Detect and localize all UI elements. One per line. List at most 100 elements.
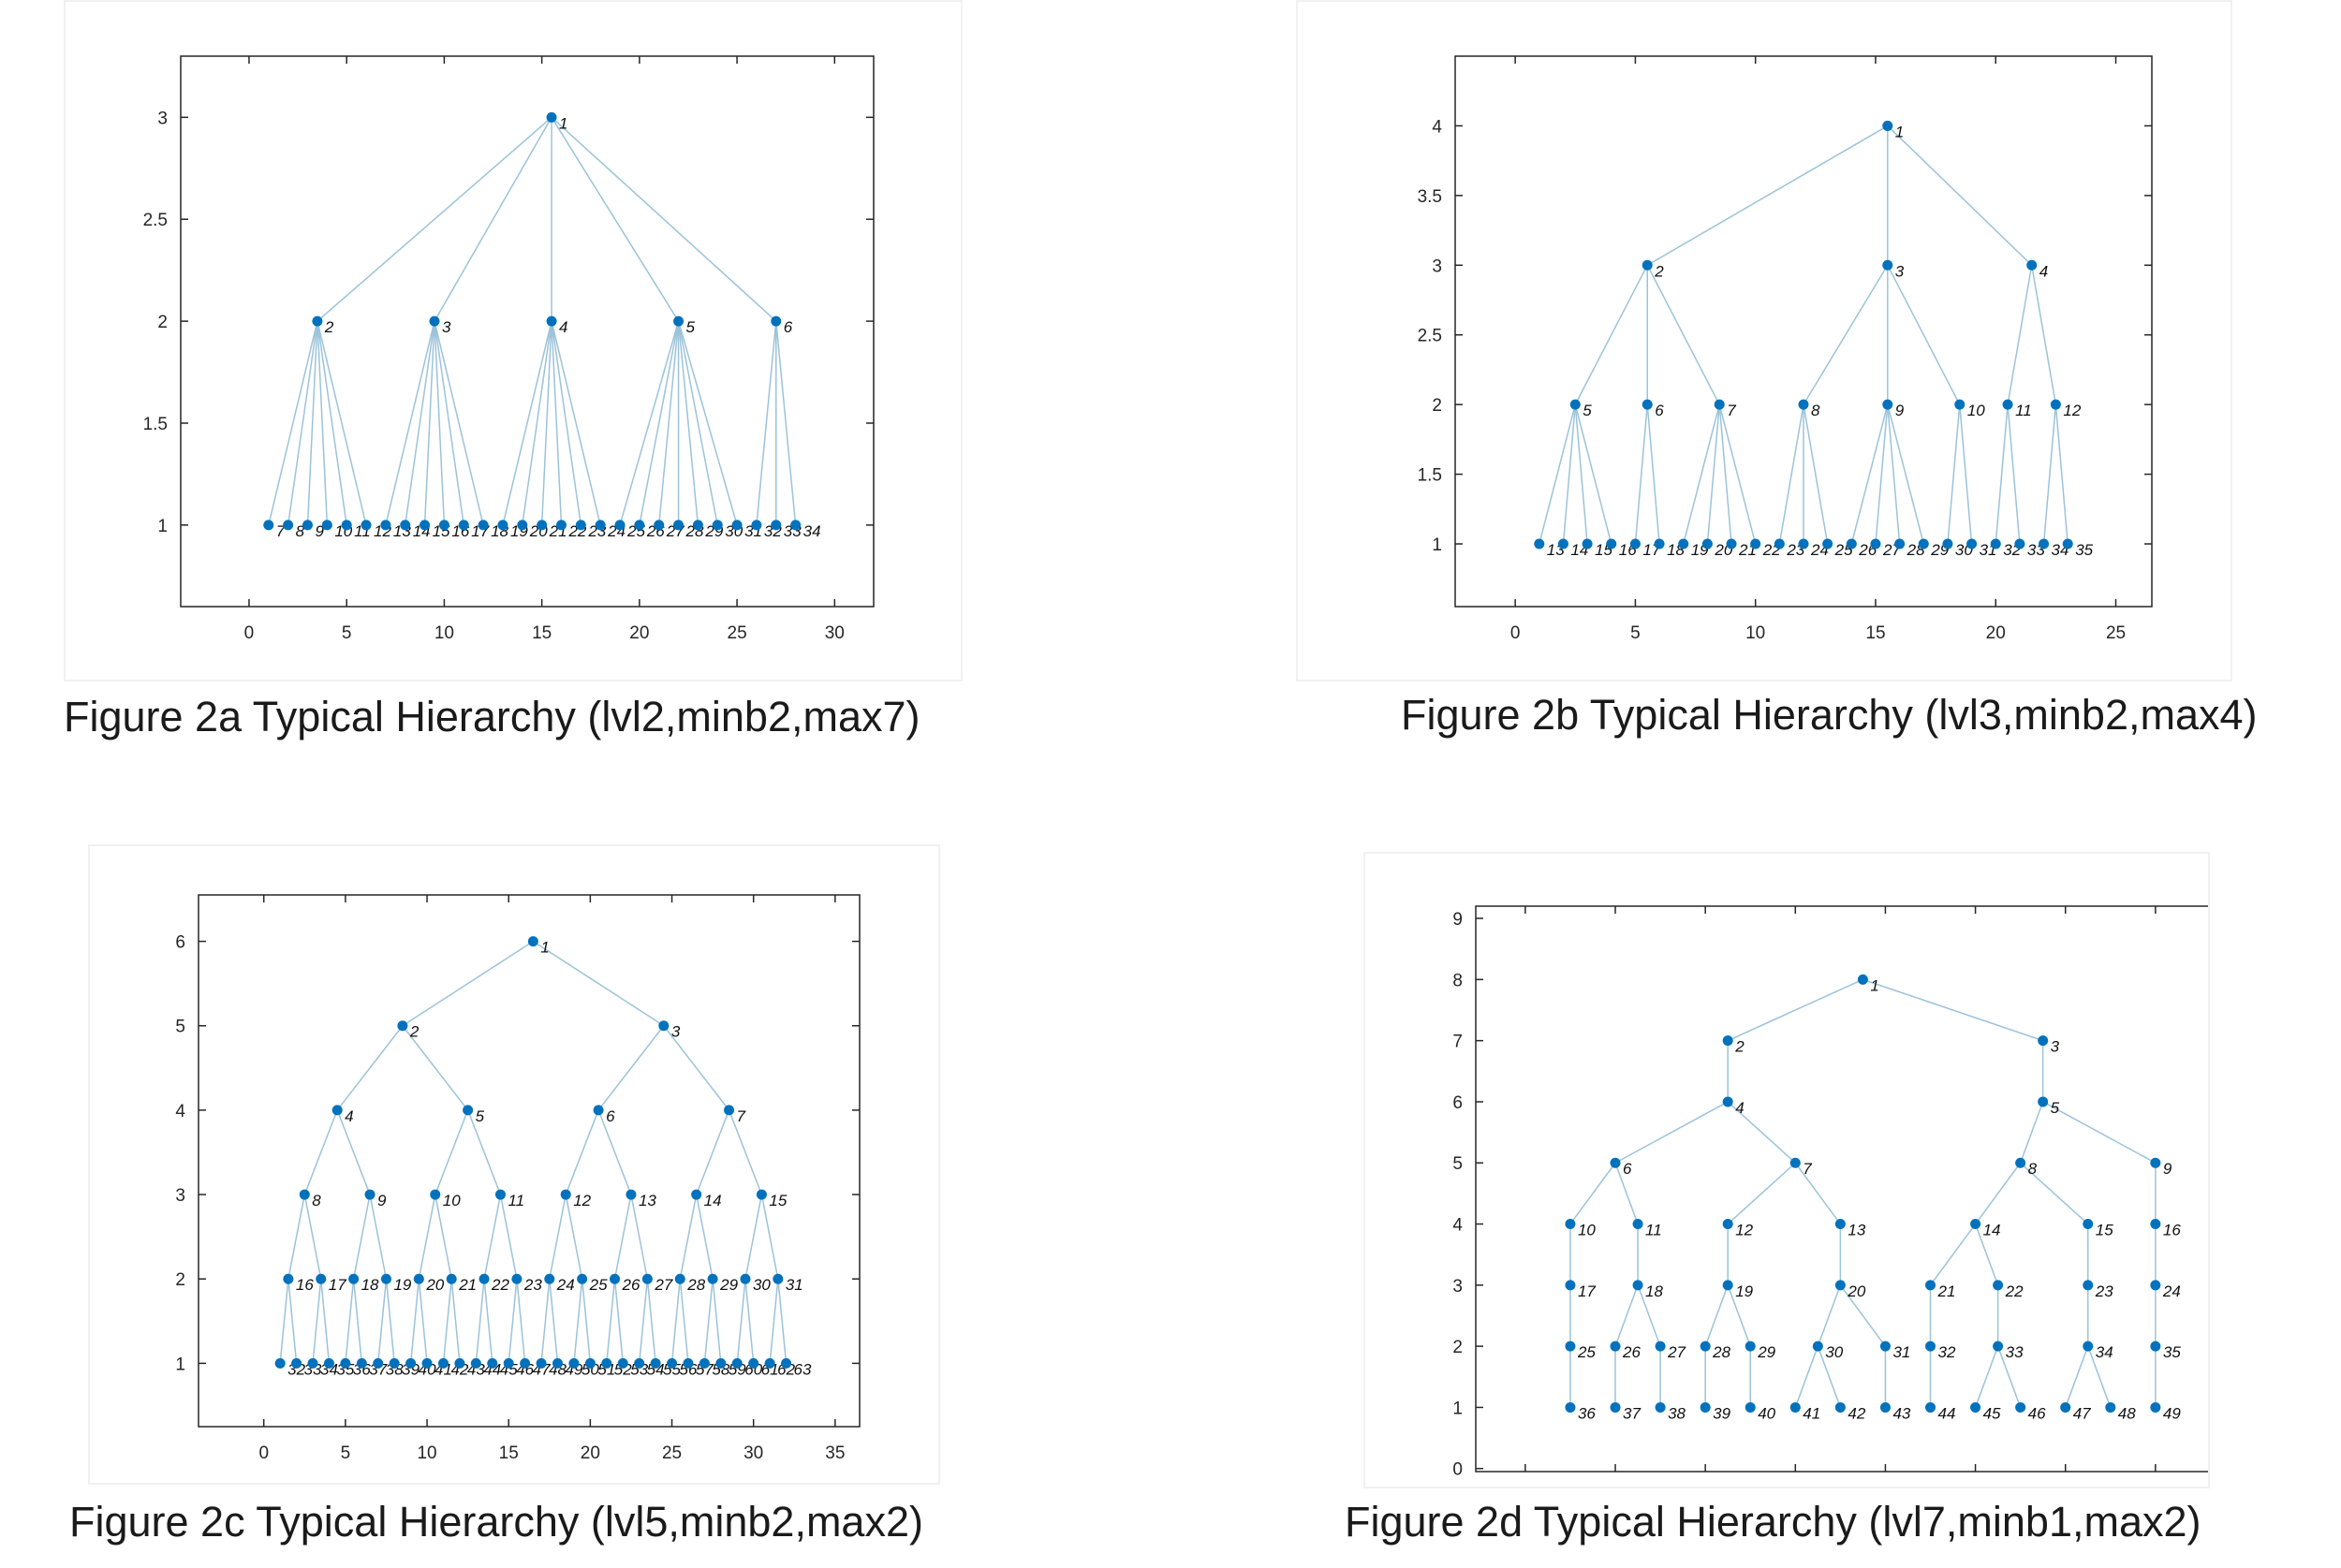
- tree-edge: [434, 320, 484, 526]
- tree-node: [478, 520, 489, 531]
- tree-edge: [1929, 1224, 1977, 1286]
- tree-node: [2060, 1401, 2071, 1413]
- tree-node: [291, 1357, 302, 1369]
- tree-node: [2038, 1035, 2049, 1047]
- tree-edge: [679, 1194, 698, 1280]
- node-label: 3: [671, 1023, 681, 1041]
- node-label: 24: [2162, 1282, 2181, 1300]
- tree-node: [487, 1357, 498, 1369]
- node-label: 32: [1938, 1343, 1956, 1361]
- tree-node: [2050, 399, 2061, 410]
- tree-edge: [613, 1279, 624, 1364]
- node-label: 38: [1668, 1404, 1686, 1422]
- tree-edge: [646, 1279, 656, 1364]
- tree-edge: [2019, 1101, 2044, 1164]
- node-label: 22: [491, 1276, 509, 1294]
- tree-node: [626, 1189, 637, 1200]
- tree-node: [321, 520, 332, 531]
- x-tick-label: 20: [629, 623, 649, 643]
- tree-edge: [377, 1279, 388, 1364]
- tree-edge: [2020, 1162, 2089, 1225]
- node-label: 8: [296, 522, 305, 540]
- tree-node: [712, 520, 723, 531]
- tree-node: [1642, 259, 1653, 271]
- tree-edge: [287, 321, 318, 525]
- tree-edge: [502, 320, 552, 526]
- tree-edge: [508, 1279, 518, 1364]
- tree-node: [356, 1357, 367, 1369]
- tree-node: [707, 1273, 718, 1284]
- tree-edge: [369, 1194, 388, 1280]
- tree-node: [781, 1357, 792, 1369]
- node-label: 44: [1938, 1404, 1956, 1422]
- tree-edge: [619, 320, 680, 526]
- tree-edge: [1996, 1345, 2022, 1408]
- tree-edge: [1569, 1162, 1616, 1224]
- tree-node: [764, 1357, 775, 1369]
- tree-edge: [418, 1194, 436, 1280]
- node-label: 31: [1892, 1343, 1910, 1361]
- x-tick-label: 20: [581, 1443, 600, 1463]
- tree-edge: [744, 1194, 763, 1280]
- tree-edge: [319, 1279, 331, 1364]
- tree-edge: [317, 320, 367, 526]
- node-label: 22: [2005, 1282, 2024, 1300]
- tree-node: [790, 520, 802, 531]
- node-label: 12: [2063, 402, 2081, 419]
- figure-2b-frame: 0 5 10 15 20 25 1 1.5 2 2.5 3 3.5 4 1 2 3 4 5 6 7 8 9 10 11 12 13…: [1296, 0, 2232, 681]
- node-label: 8: [312, 1192, 321, 1209]
- tree-edge: [303, 1194, 322, 1280]
- tree-edge: [597, 1109, 632, 1195]
- node-label: 8: [2028, 1160, 2038, 1178]
- tree-edge: [1974, 1345, 1999, 1408]
- tree-edge: [551, 116, 680, 322]
- tree-node: [658, 1020, 670, 1032]
- node-label: 6: [1623, 1160, 1632, 1178]
- tree-node: [429, 315, 440, 327]
- x-tick-label: 35: [825, 1443, 845, 1463]
- figure-2a-frame: 0 5 10 15 20 25 30 1 1.5 2 2.5 3 1 2 3 4 5 6 7 8 9 10 11 12 13 14…: [64, 0, 963, 681]
- tree-node: [595, 520, 606, 531]
- x-tick-label: 30: [825, 623, 845, 643]
- tree-node: [454, 1357, 465, 1369]
- tree-edge: [1614, 1284, 1639, 1347]
- tree-node: [771, 520, 782, 531]
- node-label: 4: [1735, 1099, 1744, 1117]
- node-label: 17: [1578, 1282, 1596, 1300]
- node-label: 27: [654, 1276, 672, 1294]
- tree-node: [1701, 538, 1713, 550]
- tree-edge: [317, 116, 552, 322]
- tree-edge: [1682, 403, 1720, 545]
- node-label: 5: [476, 1107, 485, 1125]
- tree-edge: [409, 1279, 420, 1364]
- tree-edge: [287, 1194, 306, 1280]
- node-label: 35: [2075, 541, 2093, 559]
- tree-edge: [1718, 404, 1732, 545]
- tree-node: [400, 520, 411, 531]
- node-label: 48: [2118, 1404, 2136, 1422]
- tree-node: [2083, 1280, 2094, 1291]
- tree-edge: [549, 1279, 559, 1364]
- axes-box: [198, 894, 861, 1428]
- tree-node: [2083, 1341, 2094, 1352]
- tree-node: [1655, 1341, 1666, 1352]
- tree-node: [470, 1357, 481, 1369]
- tree-node: [536, 1357, 547, 1369]
- node-label: 7: [276, 522, 286, 540]
- tree-node: [341, 520, 352, 531]
- node-label: 27: [1667, 1343, 1686, 1361]
- tree-node: [1774, 538, 1785, 550]
- node-label: 16: [2163, 1222, 2181, 1239]
- tree-node: [577, 1273, 588, 1284]
- tree-node: [552, 1357, 564, 1369]
- tree-node: [634, 520, 645, 531]
- tree-edge: [630, 1194, 649, 1280]
- tree-edge: [1727, 1101, 1796, 1164]
- tree-node: [593, 1105, 604, 1116]
- figure-2a-caption: Figure 2a Typical Hierarchy (lvl2,minb2,…: [64, 693, 920, 740]
- figure-2a-panel: 0 5 10 15 20 25 30 1 1.5 2 2.5 3 1 2 3 4 5 6 7 8 9 10 11 12 13 14…: [64, 0, 963, 749]
- tree-edge: [1646, 125, 1889, 266]
- tree-edge: [695, 1109, 730, 1195]
- tree-node: [751, 520, 762, 531]
- tree-edge: [336, 1109, 371, 1195]
